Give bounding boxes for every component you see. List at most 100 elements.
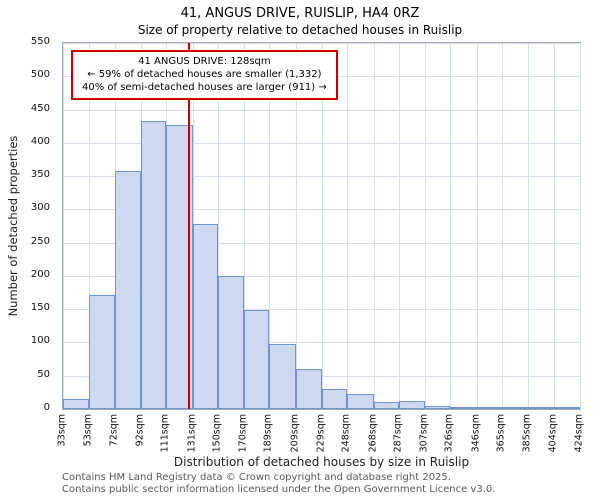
histogram-bar	[347, 394, 374, 409]
v-gridline	[398, 43, 400, 409]
h-gridline	[63, 142, 580, 144]
x-tick-label: 131sqm	[186, 414, 197, 452]
x-tick-label: 229sqm	[316, 414, 327, 452]
x-tick-label-text: 131sqm	[186, 414, 198, 453]
y-tick-label: 0	[43, 402, 50, 413]
histogram-bar	[322, 389, 348, 409]
x-tick-label-text: 365sqm	[495, 414, 507, 453]
histogram-bar	[425, 405, 451, 409]
y-tick-label: 500	[30, 69, 50, 81]
x-tick-label-text: 33sqm	[56, 414, 68, 447]
x-tick-label-text: 307sqm	[418, 414, 430, 453]
h-gridline	[63, 242, 580, 244]
x-tick-label: 268sqm	[367, 414, 378, 452]
annotation-box: 41 ANGUS DRIVE: 128sqm ← 59% of detached…	[71, 50, 338, 100]
x-tick-label: 404sqm	[547, 414, 558, 452]
x-tick-label-text: 209sqm	[289, 414, 301, 453]
histogram-bar	[450, 407, 477, 409]
v-gridline	[373, 43, 375, 409]
x-axis-label: Distribution of detached houses by size …	[173, 455, 470, 469]
x-tick-label-text: 287sqm	[392, 414, 404, 453]
v-gridline	[528, 43, 530, 409]
x-tick-label-text: 268sqm	[367, 414, 379, 453]
h-gridline	[63, 309, 580, 311]
y-tick-label: 300	[30, 202, 50, 214]
x-tick-label-text: 385sqm	[521, 414, 533, 453]
histogram-bar	[528, 407, 554, 409]
h-gridline	[63, 209, 580, 211]
x-tick-label: 170sqm	[238, 414, 249, 452]
x-tick-label: 150sqm	[211, 414, 222, 452]
annotation-line-3: 40% of semi-detached houses are larger (…	[82, 82, 327, 93]
y-tick-label: 200	[30, 268, 50, 280]
v-gridline	[89, 43, 91, 409]
x-tick-label-text: 150sqm	[211, 414, 223, 453]
attribution-line-2: Contains public sector information licen…	[62, 484, 496, 495]
v-gridline	[347, 43, 349, 409]
y-tick-label: 350	[30, 169, 50, 181]
annotation-line-2: ← 59% of detached houses are smaller (1,…	[87, 69, 322, 80]
histogram-bar	[244, 309, 270, 409]
x-tick-label-text: 111sqm	[159, 414, 171, 453]
annotation-line-1: 41 ANGUS DRIVE: 128sqm	[138, 56, 271, 67]
x-tick-label-text: 248sqm	[340, 414, 352, 453]
x-tick-label-text: 53sqm	[82, 414, 94, 447]
x-tick-label: 326sqm	[444, 414, 455, 452]
histogram-bar	[114, 170, 141, 409]
histogram-bar	[373, 402, 399, 409]
x-tick-label: 307sqm	[419, 414, 430, 452]
property-size-marker-line	[187, 43, 190, 409]
histogram-bar	[295, 369, 323, 409]
x-tick-label: 111sqm	[160, 414, 171, 452]
chart-title: 41, ANGUS DRIVE, RUISLIP, HA4 0RZ	[180, 6, 420, 21]
histogram-bar	[553, 407, 580, 409]
y-tick-label: 250	[30, 235, 50, 247]
h-gridline	[63, 275, 580, 277]
y-tick-label: 450	[30, 102, 50, 114]
attribution-footer: Contains HM Land Registry data © Crown c…	[62, 472, 495, 496]
x-tick-label-text: 72sqm	[108, 414, 120, 447]
y-tick-label: 150	[30, 302, 50, 314]
histogram-bar	[269, 343, 296, 409]
h-gridline	[63, 342, 580, 344]
x-tick-label-text: 92sqm	[134, 414, 146, 447]
x-tick-label: 72sqm	[108, 414, 119, 446]
x-axis-ticks: 33sqm 53sqm 72sqm 92sqm 111sqm 131sqm 150sqm 17…	[57, 412, 585, 458]
histogram-bar	[217, 275, 245, 409]
histogram-bar	[192, 224, 218, 409]
x-tick-label: 424sqm	[574, 414, 585, 452]
x-tick-label-text: 189sqm	[262, 414, 274, 453]
y-tick-label: 550	[30, 36, 50, 47]
v-gridline	[244, 43, 246, 409]
x-tick-label: 33sqm	[57, 414, 68, 446]
h-gridline	[63, 43, 580, 44]
x-tick-label-text: 326sqm	[443, 414, 455, 453]
v-gridline	[476, 43, 478, 409]
y-axis-ticks: 0 50 100 150 200 250 300 350 400 450 500 550	[0, 36, 56, 413]
v-gridline	[501, 43, 503, 409]
x-tick-label-text: 170sqm	[237, 414, 249, 453]
x-tick-label: 287sqm	[392, 414, 403, 452]
x-tick-label: 92sqm	[135, 414, 146, 446]
histogram-bar	[141, 120, 167, 409]
x-tick-label: 53sqm	[83, 414, 94, 446]
x-tick-label: 385sqm	[522, 414, 533, 452]
plot-area: 41 ANGUS DRIVE: 128sqm ← 59% of detached…	[62, 42, 581, 410]
histogram-bar	[501, 407, 529, 409]
h-gridline	[63, 109, 580, 111]
y-tick-label: 100	[30, 335, 50, 347]
v-gridline	[580, 43, 581, 409]
x-tick-label-text: 424sqm	[573, 414, 585, 453]
x-tick-label: 209sqm	[289, 414, 300, 452]
histogram-bar	[63, 399, 90, 409]
v-gridline	[322, 43, 324, 409]
v-gridline	[217, 43, 219, 409]
x-tick-label: 189sqm	[263, 414, 274, 452]
x-tick-label-text: 346sqm	[470, 414, 482, 453]
v-gridline	[295, 43, 297, 409]
y-tick-label: 50	[37, 368, 50, 380]
x-tick-label-text: 404sqm	[547, 414, 559, 453]
x-tick-label-text: 229sqm	[315, 414, 327, 453]
attribution-line-1: Contains HM Land Registry data © Crown c…	[62, 472, 451, 483]
